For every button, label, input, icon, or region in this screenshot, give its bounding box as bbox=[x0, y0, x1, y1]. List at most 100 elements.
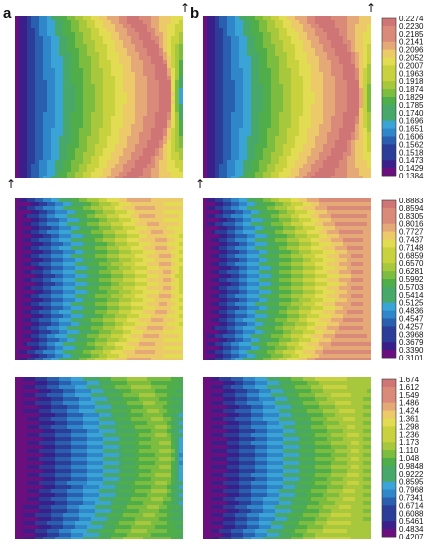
heatmap-cell bbox=[243, 28, 248, 33]
heatmap-cell bbox=[51, 218, 56, 223]
heatmap-cell bbox=[139, 148, 144, 153]
heatmap-cell bbox=[75, 206, 80, 211]
heatmap-cell bbox=[255, 44, 260, 49]
heatmap-cell bbox=[159, 120, 164, 125]
heatmap-cell bbox=[279, 176, 284, 178]
heatmap-cell bbox=[271, 76, 276, 81]
heatmap-cell bbox=[71, 136, 76, 141]
heatmap-cell bbox=[319, 56, 324, 61]
heatmap-cell bbox=[15, 120, 20, 125]
heatmap-cell bbox=[307, 108, 312, 113]
heatmap-cell bbox=[23, 124, 28, 129]
heatmap-cell bbox=[35, 48, 40, 53]
heatmap-cell bbox=[363, 160, 368, 165]
heatmap-cell bbox=[15, 112, 20, 117]
heatmap-cell bbox=[279, 164, 284, 169]
heatmap-cell bbox=[347, 20, 352, 25]
heatmap-cell bbox=[115, 100, 120, 105]
heatmap-cell bbox=[111, 156, 116, 161]
heatmap-cell bbox=[343, 108, 348, 113]
heatmap-cell bbox=[311, 28, 316, 33]
heatmap-cell bbox=[347, 36, 352, 41]
heatmap-cell bbox=[159, 16, 164, 21]
heatmap-cell bbox=[79, 214, 84, 219]
heatmap-cell bbox=[259, 116, 264, 121]
heatmap-cell bbox=[39, 310, 44, 315]
heatmap-cell bbox=[367, 44, 371, 49]
heatmap-cell bbox=[71, 330, 76, 335]
heatmap-cell bbox=[163, 326, 168, 331]
heatmap-cell bbox=[99, 20, 104, 25]
heatmap-cell bbox=[107, 270, 112, 275]
heatmap-cell bbox=[311, 48, 316, 53]
heatmap-cell bbox=[91, 60, 96, 65]
heatmap-cell bbox=[107, 48, 112, 53]
heatmap-cell bbox=[91, 342, 96, 347]
heatmap-cell bbox=[43, 32, 48, 37]
heatmap-cell bbox=[83, 132, 88, 137]
heatmap-cell bbox=[47, 278, 52, 283]
heatmap-cell bbox=[123, 72, 128, 77]
heatmap-cell bbox=[219, 164, 224, 169]
heatmap-cell bbox=[27, 294, 32, 299]
heatmap-cell bbox=[323, 68, 328, 73]
heatmap-cell bbox=[131, 282, 136, 287]
heatmap-cell bbox=[175, 28, 180, 33]
heatmap-cell bbox=[103, 116, 108, 121]
heatmap-cell bbox=[39, 116, 44, 121]
heatmap-cell bbox=[247, 144, 252, 149]
heatmap-cell bbox=[91, 210, 96, 215]
heatmap-cell bbox=[39, 136, 44, 141]
heatmap-cell bbox=[51, 250, 56, 255]
heatmap-cell bbox=[71, 64, 76, 69]
heatmap-cell bbox=[35, 68, 40, 73]
heatmap-cell bbox=[39, 132, 44, 137]
heatmap-cell bbox=[203, 116, 208, 121]
heatmap-cell bbox=[71, 116, 76, 121]
heatmap-cell bbox=[179, 210, 183, 215]
heatmap-cell bbox=[287, 112, 292, 117]
heatmap-cell bbox=[83, 290, 88, 295]
heatmap-cell bbox=[203, 136, 208, 141]
heatmap-cell bbox=[303, 60, 308, 65]
heatmap-cell bbox=[171, 44, 176, 49]
heatmap-cell bbox=[27, 56, 32, 61]
heatmap-cell bbox=[79, 258, 84, 263]
heatmap-cell bbox=[39, 230, 44, 235]
heatmap-cell bbox=[95, 88, 100, 93]
heatmap-cell bbox=[275, 132, 280, 137]
heatmap-cell bbox=[227, 40, 232, 45]
heatmap-cell bbox=[91, 176, 96, 178]
heatmap-cell bbox=[47, 124, 52, 129]
heatmap-cell bbox=[99, 226, 104, 231]
heatmap-cell bbox=[71, 250, 76, 255]
heatmap-cell bbox=[107, 230, 112, 235]
heatmap-cell bbox=[31, 326, 36, 331]
heatmap-cell bbox=[71, 92, 76, 97]
heatmap-cell bbox=[343, 32, 348, 37]
heatmap-cell bbox=[315, 56, 320, 61]
heatmap-cell bbox=[203, 64, 208, 69]
heatmap-cell bbox=[31, 156, 36, 161]
heatmap-cell bbox=[143, 72, 148, 77]
heatmap-cell bbox=[19, 160, 24, 165]
heatmap-cell bbox=[95, 314, 100, 319]
heatmap-cell bbox=[87, 16, 92, 21]
heatmap-cell bbox=[267, 132, 272, 137]
heatmap-cell bbox=[91, 230, 96, 235]
heatmap-cell bbox=[351, 164, 356, 169]
heatmap-cell bbox=[135, 48, 140, 53]
heatmap-cell bbox=[119, 128, 124, 133]
heatmap-cell bbox=[103, 36, 108, 41]
heatmap-cell bbox=[39, 24, 44, 29]
heatmap-cell bbox=[179, 314, 183, 319]
heatmap-cell bbox=[79, 108, 84, 113]
heatmap-cell bbox=[43, 322, 48, 327]
heatmap-cell bbox=[131, 218, 136, 223]
heatmap-cell bbox=[51, 246, 56, 251]
heatmap-cell bbox=[163, 222, 168, 227]
heatmap-cell bbox=[51, 206, 56, 211]
heatmap-cell bbox=[179, 140, 183, 145]
heatmap-cell bbox=[35, 156, 40, 161]
heatmap-cell bbox=[59, 286, 64, 291]
